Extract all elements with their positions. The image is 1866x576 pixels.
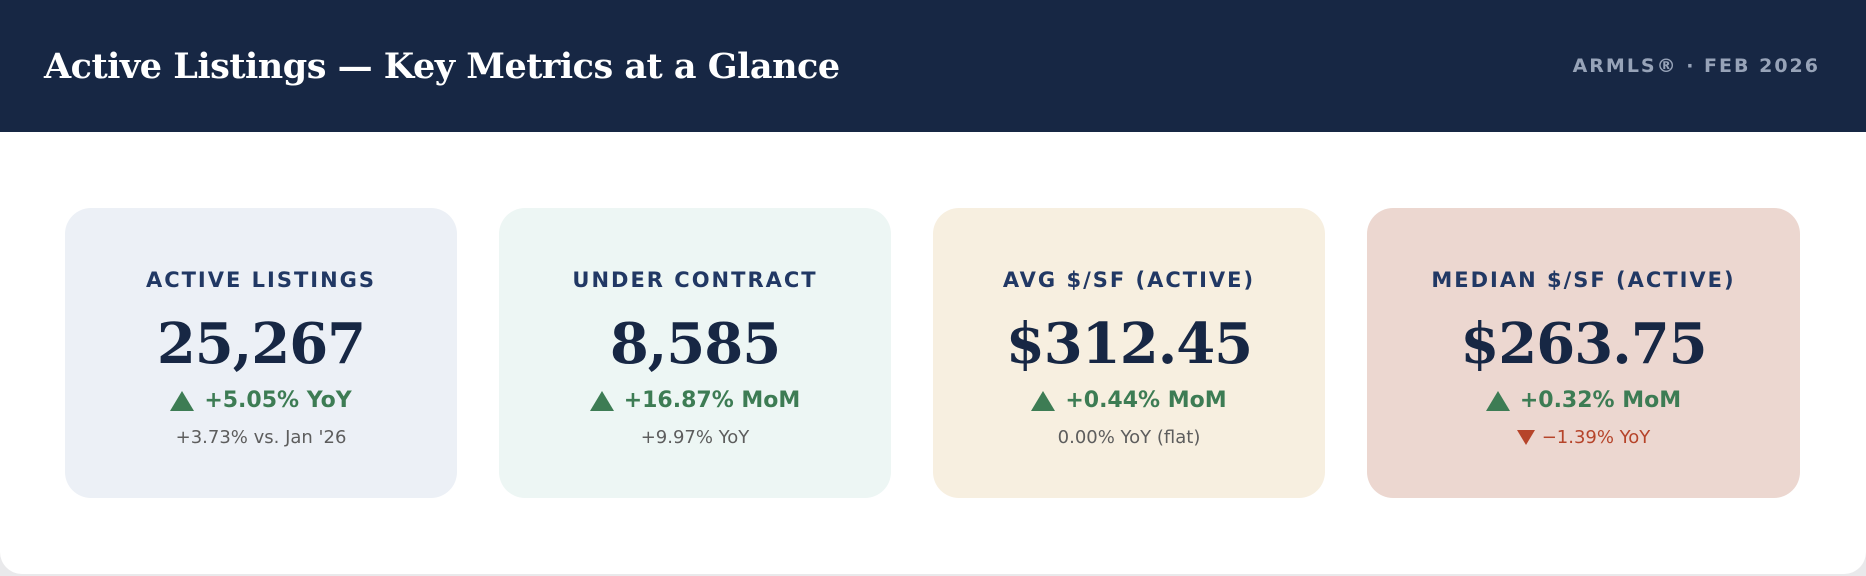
metric-secondary-change: +9.97% YoY xyxy=(641,427,750,448)
metric-value: 8,585 xyxy=(609,311,781,377)
metric-value: 25,267 xyxy=(156,311,366,377)
metric-cards: ACTIVE LISTINGS 25,267 +5.05% YoY +3.73%… xyxy=(65,208,1801,498)
metric-label: ACTIVE LISTINGS xyxy=(145,268,377,292)
metric-label: UNDER CONTRACT xyxy=(572,268,818,292)
metric-primary-change-text: +0.44% MoM xyxy=(1065,388,1227,413)
page-title: Active Listings — Key Metrics at a Glanc… xyxy=(44,45,840,87)
triangle-up-icon xyxy=(170,390,195,411)
metric-primary-change: +0.32% MoM xyxy=(1485,388,1682,413)
triangle-up-icon xyxy=(589,390,614,411)
metric-secondary-change: 0.00% YoY (flat) xyxy=(1058,427,1201,448)
metric-card-active-listings: ACTIVE LISTINGS 25,267 +5.05% YoY +3.73%… xyxy=(65,208,457,498)
metric-card-median-price-per-sf: MEDIAN $/SF (ACTIVE) $263.75 +0.32% MoM … xyxy=(1367,208,1800,498)
triangle-up-icon xyxy=(1031,390,1056,411)
metric-label: AVG $/SF (ACTIVE) xyxy=(1002,268,1256,292)
metric-card-avg-price-per-sf: AVG $/SF (ACTIVE) $312.45 +0.44% MoM 0.0… xyxy=(933,208,1325,498)
metric-secondary-change-text: −1.39% YoY xyxy=(1541,427,1651,448)
metric-primary-change: +0.44% MoM xyxy=(1031,388,1227,413)
metric-primary-change-text: +0.32% MoM xyxy=(1519,388,1682,413)
triangle-down-icon xyxy=(1516,430,1535,445)
metric-secondary-change-text: 0.00% YoY (flat) xyxy=(1057,427,1201,448)
metric-value: $312.45 xyxy=(1005,311,1253,377)
metric-secondary-change-text: +3.73% vs. Jan '26 xyxy=(175,427,347,448)
metric-secondary-change: +3.73% vs. Jan '26 xyxy=(176,427,347,448)
triangle-up-icon xyxy=(1485,390,1510,411)
metric-label: MEDIAN $/SF (ACTIVE) xyxy=(1431,268,1736,292)
metric-secondary-change: −1.39% YoY xyxy=(1516,427,1651,448)
metric-primary-change-text: +5.05% YoY xyxy=(204,388,352,413)
metric-value: $263.75 xyxy=(1460,311,1707,377)
source-date-label: ARMLS® · FEB 2026 xyxy=(1572,55,1820,77)
metric-card-under-contract: UNDER CONTRACT 8,585 +16.87% MoM +9.97% … xyxy=(499,208,891,498)
metric-primary-change-text: +16.87% MoM xyxy=(623,388,801,413)
header-bar: Active Listings — Key Metrics at a Glanc… xyxy=(0,0,1866,132)
metric-primary-change: +5.05% YoY xyxy=(170,388,352,413)
metric-primary-change: +16.87% MoM xyxy=(589,388,801,413)
metric-secondary-change-text: +9.97% YoY xyxy=(640,427,750,448)
